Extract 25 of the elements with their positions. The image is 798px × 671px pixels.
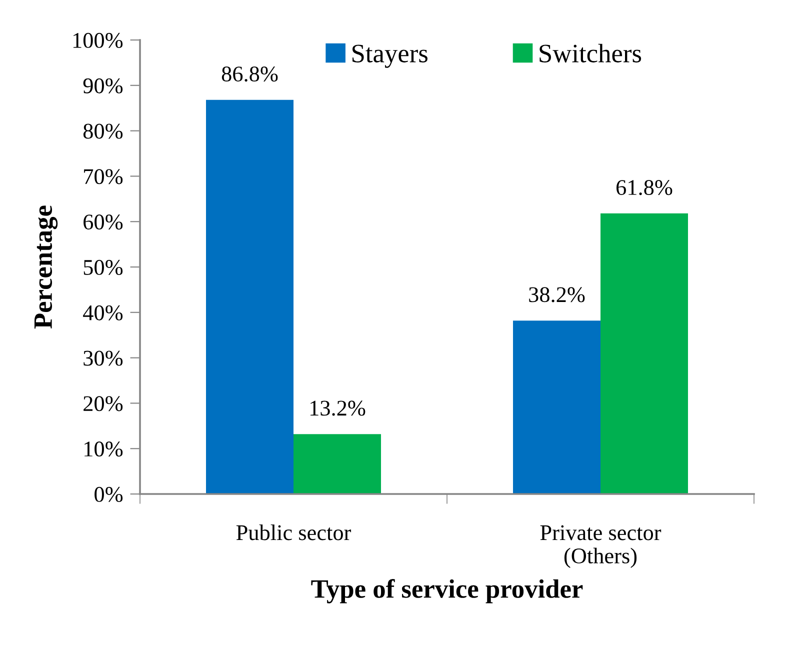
bar (294, 434, 381, 494)
data-label: 38.2% (529, 287, 585, 302)
x-tick-label: Public sector (236, 524, 352, 540)
data-label: 13.2% (310, 400, 366, 416)
y-tick-label: 60% (84, 214, 123, 230)
bar (206, 100, 294, 494)
x-axis-title: Type of service provider (311, 579, 583, 604)
y-tick-label: 90% (83, 78, 123, 94)
y-tick-label: 70% (84, 169, 123, 184)
y-tick-label: 20% (84, 396, 123, 412)
y-tick-label: 40% (83, 305, 123, 320)
y-tick-label: 10% (84, 442, 123, 457)
y-tick-label: 50% (84, 260, 123, 275)
bar (513, 320, 600, 494)
bar (600, 213, 688, 494)
y-tick-label: 0% (94, 486, 123, 502)
legend-label: Stayers (352, 44, 428, 68)
data-label: 61.8% (616, 180, 672, 196)
y-tick-label: 80% (83, 124, 123, 139)
legend-label: Switchers (540, 44, 642, 62)
y-tick-label: 100% (73, 32, 123, 48)
y-axis-title: Percentage (34, 206, 58, 329)
data-label: 86.8% (222, 66, 278, 82)
x-tick-label: Private sector (Others) (540, 525, 662, 568)
y-tick-label: 30% (84, 350, 123, 366)
